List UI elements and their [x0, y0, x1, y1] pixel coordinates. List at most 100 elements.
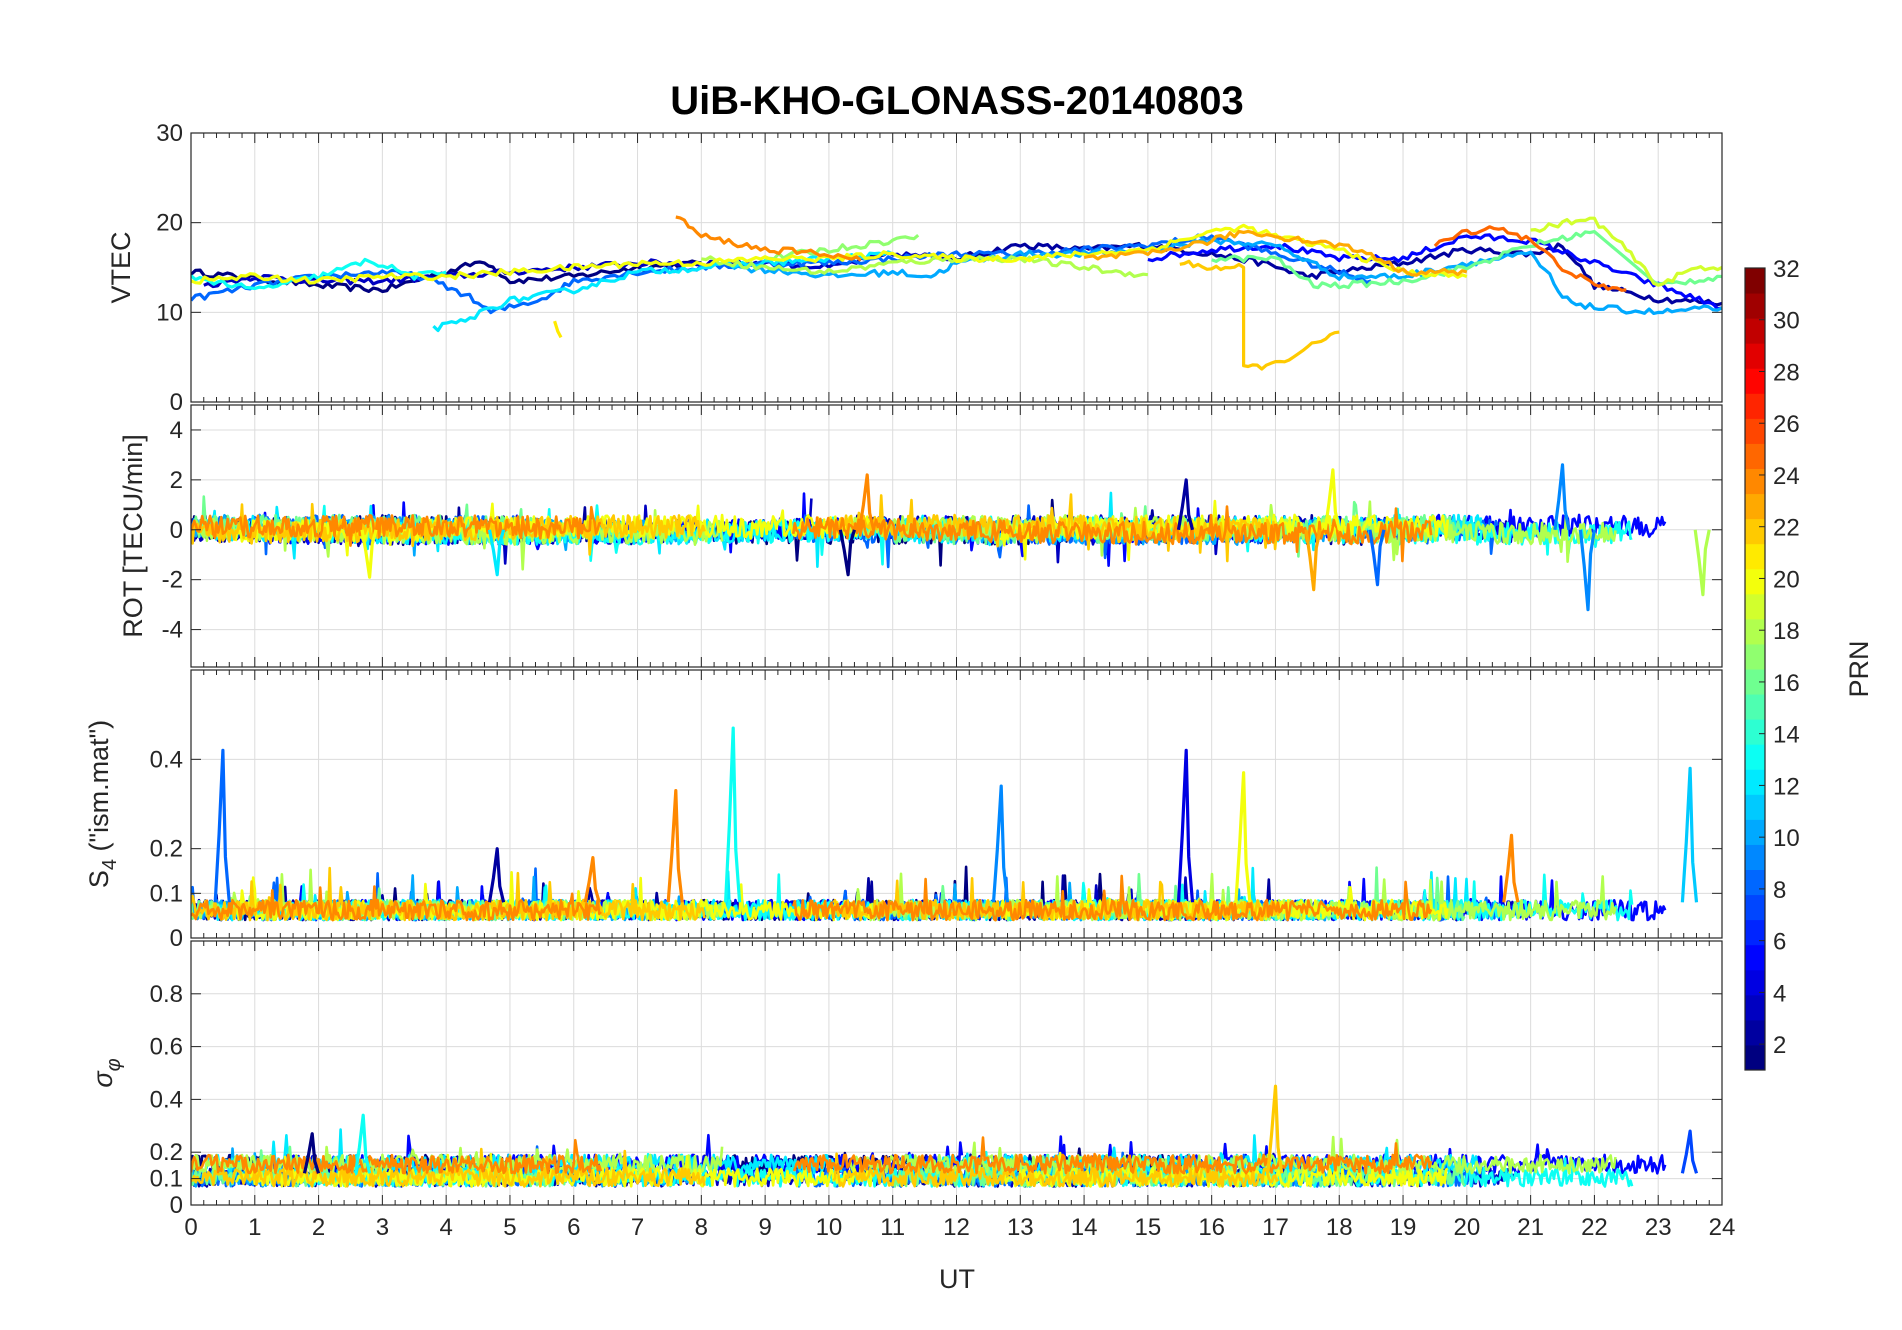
s4-spike-prn-20 — [1234, 771, 1252, 903]
x-tick-label: 16 — [1198, 1214, 1225, 1241]
colorbar-cell — [1745, 568, 1765, 595]
colorbar-cell — [1745, 919, 1765, 946]
x-tick-label: 14 — [1071, 1214, 1098, 1241]
s4-data — [191, 726, 1699, 922]
colorbar-tick-label: 10 — [1773, 825, 1800, 852]
colorbar-cell — [1745, 719, 1765, 745]
colorbar-cell — [1745, 493, 1765, 520]
colorbar-cell — [1745, 268, 1765, 294]
colorbar-cell — [1745, 769, 1765, 795]
sigma-trace-prn-24 — [191, 1138, 603, 1175]
sigma-y-axis-label: σφ — [88, 1058, 125, 1087]
colorbar-tick-label: 4 — [1773, 980, 1786, 1007]
colorbar-cell — [1745, 1019, 1765, 1046]
s4-y-axis-label: S4 ("ism.mat") — [84, 720, 121, 888]
rot-y-tick-label: -2 — [162, 567, 183, 594]
colorbar-cell — [1745, 819, 1765, 845]
vtec-track-prn-17 — [764, 233, 920, 261]
rot-spike-prn-24 — [857, 473, 876, 531]
rot-spike-prn-12 — [487, 529, 506, 577]
colorbar-cell — [1745, 669, 1765, 695]
vtec-y-axis-label: VTEC — [106, 231, 136, 303]
vtec-track-prn-5 — [1147, 233, 1723, 311]
rot-trace-prn-24 — [791, 505, 1433, 563]
rot-y-axis-label: ROT [TECU/min] — [118, 434, 148, 638]
rot-spike-prn-23 — [1304, 529, 1322, 592]
sigma-data — [191, 1084, 1699, 1188]
vtec-data — [191, 215, 1723, 371]
s4-y-tick-label: 0.2 — [150, 836, 183, 863]
x-tick-label: 22 — [1581, 1214, 1608, 1241]
colorbar-cell — [1745, 794, 1765, 820]
x-tick-label: 10 — [816, 1214, 843, 1241]
x-tick-label: 17 — [1262, 1214, 1289, 1241]
rot-y-tick-label: 0 — [170, 517, 183, 544]
colorbar-cell — [1745, 368, 1765, 394]
colorbar-cell — [1745, 318, 1765, 344]
colorbar-tick-label: 6 — [1773, 929, 1786, 956]
x-tick-label: 18 — [1326, 1214, 1353, 1241]
x-tick-label: 5 — [503, 1214, 516, 1241]
sigma-trace-prn-24 — [793, 1136, 1433, 1175]
colorbar-cell — [1745, 468, 1765, 495]
vtec-track-prn-21 — [553, 320, 563, 339]
colorbar-tick-label: 20 — [1773, 566, 1800, 593]
colorbar-label: PRN — [1844, 640, 1874, 697]
rot-y-tick-label: -4 — [162, 617, 183, 644]
rot-trace-prn-24 — [191, 505, 602, 547]
panel-vtec: 0 10 20 30 VTEC — [106, 120, 1723, 416]
sigma-spike-prn-1 — [302, 1132, 321, 1174]
chart-title: UiB-KHO-GLONASS-20140803 — [670, 79, 1244, 123]
s4-trace-prn-24 — [791, 874, 1433, 922]
vtec-track-prn-24 — [675, 215, 862, 262]
rot-spike-prn-18 — [1693, 529, 1711, 597]
x-tick-label: 0 — [184, 1214, 197, 1241]
sigma-y-tick-label: 0.6 — [150, 1034, 183, 1061]
s4-spike-prn-13 — [724, 726, 742, 903]
colorbar-tick-label: 8 — [1773, 877, 1786, 904]
vtec-track-prn-10 — [732, 237, 1723, 315]
rot-data — [191, 463, 1711, 612]
colorbar-tick-label: 26 — [1773, 411, 1800, 438]
colorbar-tick-label: 30 — [1773, 308, 1800, 335]
colorbar-cell — [1745, 393, 1765, 419]
colorbar-cell — [1745, 694, 1765, 720]
colorbar-tick-label: 12 — [1773, 773, 1800, 800]
x-tick-label: 13 — [1007, 1214, 1034, 1241]
s4-spike-prn-9 — [991, 784, 1010, 903]
colorbar-frame — [1744, 267, 1766, 1071]
sigma-spike-prn-13 — [354, 1113, 372, 1174]
s4-spike-prn-4 — [1176, 748, 1195, 903]
s4-spike-prn-24 — [666, 788, 684, 903]
rot-spike-prn-9 — [1553, 463, 1571, 531]
colorbar-tick-label: 32 — [1773, 256, 1800, 283]
x-tick-label: 2 — [312, 1214, 325, 1241]
colorbar-cell — [1745, 543, 1765, 570]
x-tick-label: 8 — [695, 1214, 708, 1241]
x-tick-label: 19 — [1390, 1214, 1417, 1241]
colorbar-tick-label: 18 — [1773, 618, 1800, 645]
panel-s4: 0 0.1 0.2 0.4 S4 ("ism.mat") — [84, 669, 1723, 952]
s4-spike-prn-8 — [213, 748, 231, 903]
colorbar-cell — [1745, 418, 1765, 444]
x-axis-label: UT — [939, 1264, 975, 1294]
rot-spike-prn-1 — [838, 529, 856, 577]
colorbar-cell — [1745, 844, 1765, 870]
panel-rot: -4 -2 0 2 4 ROT [TECU/min] — [118, 404, 1723, 668]
sigma-y-tick-label: 0 — [170, 1192, 183, 1219]
x-tick-label: 9 — [758, 1214, 771, 1241]
sigma-y-tick-label: 0.8 — [150, 981, 183, 1008]
vtec-track-prn-16 — [1211, 230, 1723, 290]
colorbar-cell — [1745, 643, 1765, 670]
rot-spike-prn-20 — [360, 529, 378, 579]
colorbar-cell — [1745, 744, 1765, 770]
s4-spike-prn-24 — [1502, 833, 1520, 903]
colorbar-tick-label: 28 — [1773, 359, 1800, 386]
x-tick-label: 20 — [1453, 1214, 1480, 1241]
colorbar-cell — [1745, 343, 1765, 369]
sigma-trace-prn-22 — [832, 1152, 1280, 1188]
vtec-y-tick-label: 20 — [156, 210, 183, 237]
